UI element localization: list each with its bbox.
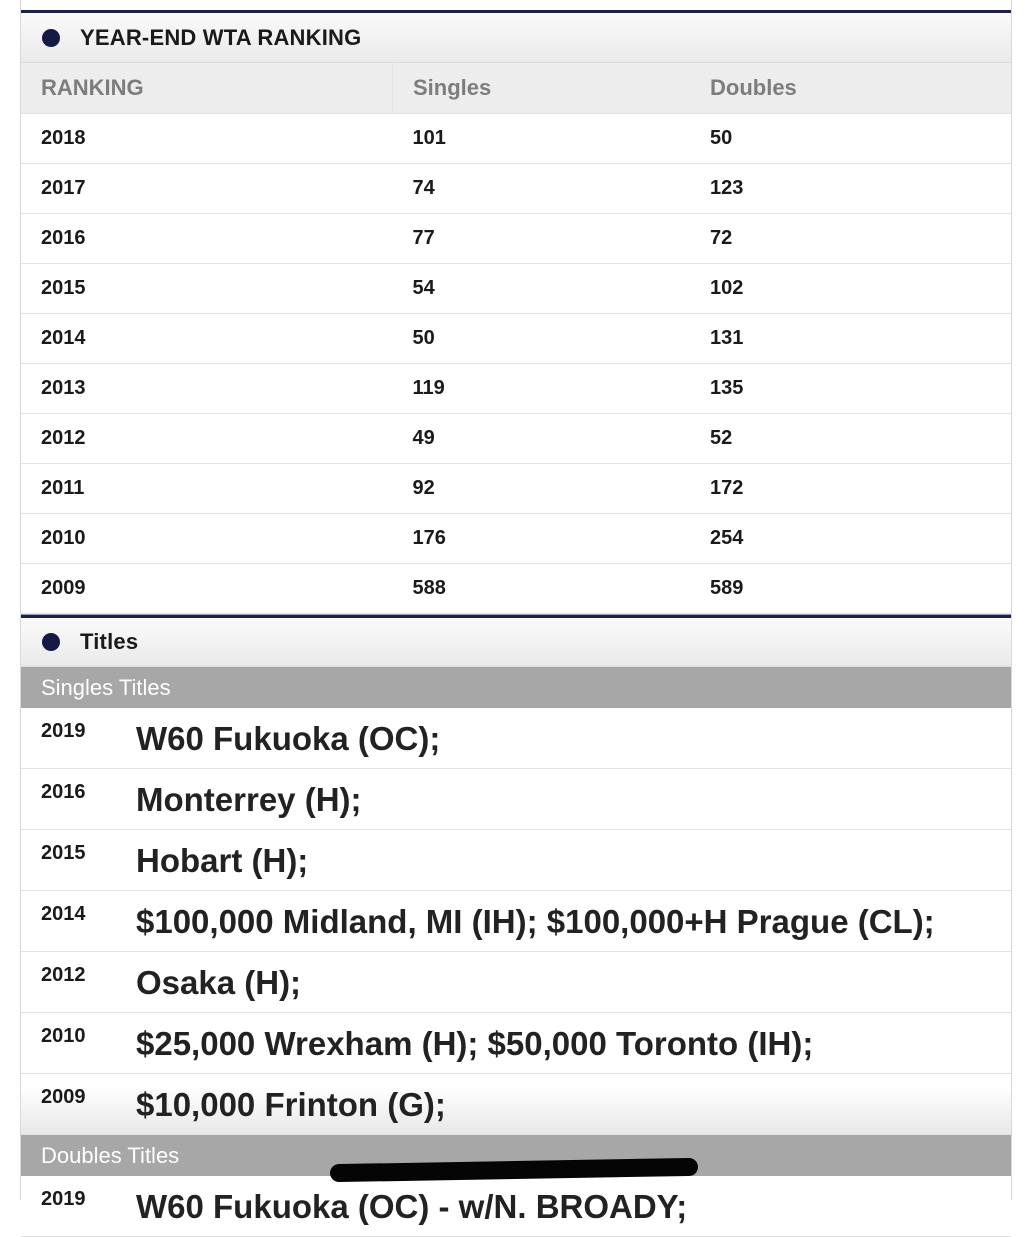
title-year: 2016 (41, 781, 86, 803)
singles-cell: 50 (392, 313, 690, 364)
title-year: 2009 (41, 1086, 86, 1108)
doubles-cell: 589 (690, 563, 1011, 614)
table-row: 2016 77 72 (21, 213, 1011, 264)
table-row: 2010 176 254 (21, 513, 1011, 564)
title-events: $10,000 Frinton (G); (136, 1086, 446, 1123)
singles-titles-subheader: Singles Titles (21, 667, 1011, 708)
bullet-icon (42, 633, 60, 651)
list-item: 2014 $100,000 Midland, MI (IH); $100,000… (21, 891, 1011, 952)
singles-cell: 92 (392, 463, 690, 514)
title-events: W60 Fukuoka (OC) - w/N. BROADY; (136, 1188, 688, 1225)
table-row: 2017 74 123 (21, 163, 1011, 214)
table-row: 2011 92 172 (21, 463, 1011, 514)
title-events: W60 Fukuoka (OC); (136, 720, 441, 757)
list-item: 2016 Monterrey (H); (21, 769, 1011, 830)
list-item: 2012 Osaka (H); (21, 952, 1011, 1013)
year-cell: 2011 (21, 463, 393, 514)
title-events: Hobart (H); (136, 842, 309, 879)
doubles-cell: 72 (690, 213, 1011, 264)
title-year: 2014 (41, 903, 86, 925)
title-year: 2015 (41, 842, 86, 864)
player-profile-panel: YEAR-END WTA RANKING RANKING Singles Dou… (20, 0, 1012, 1237)
singles-cell: 54 (392, 263, 690, 314)
ranking-table: RANKING Singles Doubles 2018 101 50 2017… (21, 63, 1011, 614)
year-cell: 2016 (21, 213, 393, 264)
doubles-cell: 172 (690, 463, 1011, 514)
list-item: 2019 W60 Fukuoka (OC) - w/N. BROADY; (21, 1176, 1011, 1237)
year-cell: 2009 (21, 563, 393, 614)
doubles-cell: 135 (690, 363, 1011, 414)
table-row: 2012 49 52 (21, 413, 1011, 464)
year-cell: 2017 (21, 163, 393, 214)
list-item: 2010 $25,000 Wrexham (H); $50,000 Toront… (21, 1013, 1011, 1074)
title-year: 2012 (41, 964, 86, 986)
table-row: 2013 119 135 (21, 363, 1011, 414)
title-year: 2019 (41, 1188, 86, 1210)
section-divider (21, 614, 1011, 618)
singles-cell: 49 (392, 413, 690, 464)
doubles-cell: 123 (690, 163, 1011, 214)
title-events: Monterrey (H); (136, 781, 362, 818)
year-cell: 2018 (21, 113, 393, 164)
doubles-cell: 50 (690, 113, 1011, 164)
doubles-cell: 131 (690, 313, 1011, 364)
column-header-singles: Singles (392, 63, 690, 114)
title-events: $25,000 Wrexham (H); $50,000 Toronto (IH… (136, 1025, 814, 1062)
year-cell: 2013 (21, 363, 393, 414)
titles-section-title: Titles (80, 629, 139, 654)
titles-section-header: Titles (21, 618, 1011, 667)
singles-cell: 74 (392, 163, 690, 214)
doubles-cell: 52 (690, 413, 1011, 464)
table-row: 2015 54 102 (21, 263, 1011, 314)
singles-cell: 119 (392, 363, 690, 414)
year-cell: 2012 (21, 413, 393, 464)
doubles-cell: 254 (690, 513, 1011, 564)
column-header-ranking: RANKING (21, 63, 393, 114)
ranking-section-header: YEAR-END WTA RANKING (21, 13, 1011, 63)
table-row: 2009 588 589 (21, 563, 1011, 614)
title-events: Osaka (H); (136, 964, 302, 1001)
table-row: 2018 101 50 (21, 113, 1011, 164)
column-header-doubles: Doubles (690, 63, 1011, 114)
top-divider (21, 0, 1011, 13)
list-item: 2009 $10,000 Frinton (G); (21, 1074, 1011, 1135)
singles-cell: 101 (392, 113, 690, 164)
list-item: 2015 Hobart (H); (21, 830, 1011, 891)
ranking-section-title: YEAR-END WTA RANKING (80, 24, 362, 50)
ranking-table-header: RANKING Singles Doubles (21, 63, 1011, 114)
list-item: 2019 W60 Fukuoka (OC); (21, 708, 1011, 769)
title-year: 2010 (41, 1025, 86, 1047)
title-events: $100,000 Midland, MI (IH); $100,000+H Pr… (136, 903, 935, 940)
table-row: 2014 50 131 (21, 313, 1011, 364)
doubles-cell: 102 (690, 263, 1011, 314)
year-cell: 2014 (21, 313, 393, 364)
singles-cell: 77 (392, 213, 690, 264)
year-cell: 2015 (21, 263, 393, 314)
singles-cell: 176 (392, 513, 690, 564)
bullet-icon (42, 28, 60, 47)
title-year: 2019 (41, 720, 86, 742)
year-cell: 2010 (21, 513, 393, 564)
singles-cell: 588 (392, 563, 690, 614)
